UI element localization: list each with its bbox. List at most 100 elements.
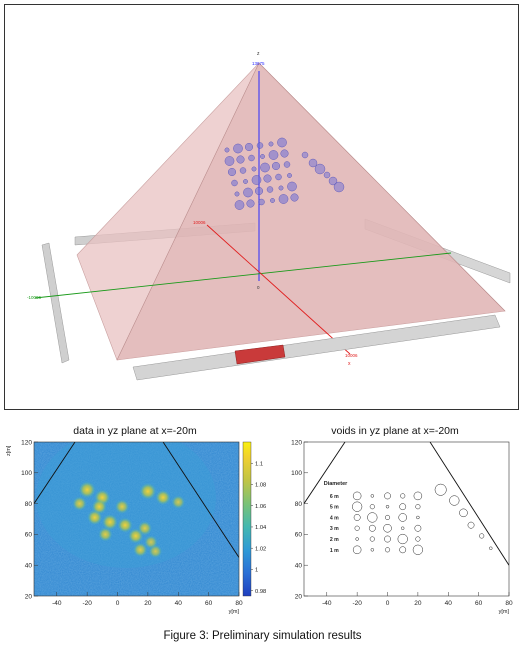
void-circle <box>354 525 360 531</box>
void-circle <box>370 548 375 552</box>
y-tick-label: 60 <box>25 532 33 539</box>
void-circle <box>383 523 392 533</box>
void-circle <box>398 513 407 522</box>
void-sphere-3d <box>243 187 253 198</box>
void-sphere-3d <box>243 179 248 184</box>
void-sphere-3d <box>328 176 338 186</box>
colorbar <box>242 441 252 597</box>
void-sphere-3d <box>256 142 264 149</box>
y-tick-label: 20 <box>295 593 303 600</box>
y-tick-label: 100 <box>21 470 32 477</box>
void-sphere-3d <box>236 155 245 164</box>
x-tick-label: -20 <box>352 600 362 607</box>
void-circle <box>434 483 447 496</box>
y-tick-label: 80 <box>25 501 33 508</box>
void-circle <box>459 508 468 518</box>
void-circle <box>384 535 391 543</box>
origin-label: 0 <box>257 285 260 290</box>
void-circle <box>399 503 407 511</box>
heatmap-hotspot <box>171 495 185 509</box>
x-tick-label: 60 <box>475 600 483 607</box>
legend-title: Diameter <box>324 481 348 487</box>
heatmap-hotspot <box>87 509 103 525</box>
void-circle <box>416 515 420 520</box>
void-circle <box>352 501 363 512</box>
heatmap-hotspot <box>102 514 118 530</box>
legend-label: 2 m <box>330 537 339 543</box>
detector-bar-front <box>132 314 501 381</box>
void-circle <box>415 504 421 510</box>
void-circle <box>415 536 421 542</box>
x-tick-label: -20 <box>82 600 92 607</box>
pyramid-edge-line <box>304 442 346 504</box>
void-circle <box>467 521 475 529</box>
y-tick-label: 40 <box>295 563 303 570</box>
heatmap-hotspot <box>139 482 157 500</box>
heatmap-frame <box>33 441 240 597</box>
void-circle <box>384 492 391 500</box>
x-tick-label: 20 <box>144 600 152 607</box>
void-circle <box>352 491 362 501</box>
void-sphere-3d <box>272 161 281 170</box>
void-sphere-3d <box>278 194 289 204</box>
legend-label: 5 m <box>330 505 339 511</box>
heatmap-hotspot <box>155 489 171 505</box>
left-axis-tick: -10006 <box>27 295 42 300</box>
void-sphere-3d <box>227 167 236 176</box>
legend-label: 6 m <box>330 494 339 500</box>
void-circle <box>384 514 391 521</box>
heatmap-hotspot <box>148 544 163 559</box>
void-sphere-3d <box>258 198 265 206</box>
void-circle <box>413 491 423 501</box>
void-sphere-3d <box>239 167 247 174</box>
z-axis-tick: 13675 <box>252 61 265 66</box>
void-sphere-3d <box>254 186 263 195</box>
legend-label: 3 m <box>330 526 339 532</box>
void-circle <box>479 533 485 539</box>
heatmap-hotspot <box>98 527 113 542</box>
void-sphere-3d <box>260 162 270 173</box>
void-sphere-3d <box>248 154 255 162</box>
void-circle <box>369 536 375 542</box>
y-tick-label: 20 <box>25 593 33 600</box>
void-sphere-3d <box>260 154 265 159</box>
void-sphere-3d <box>270 198 275 203</box>
colorbar-tick-label: 1.1 <box>255 461 263 467</box>
void-sphere-3d <box>287 181 297 192</box>
void-circle <box>384 547 391 553</box>
y-tick-label: 80 <box>295 501 303 508</box>
x-tick-label: 80 <box>505 600 513 607</box>
void-circle <box>489 546 493 550</box>
void-sphere-3d <box>224 147 230 153</box>
colorbar-tick-label: 1.02 <box>255 546 266 552</box>
heatmap-chart: -40 -20 0 20 40 60 80 20 40 60 80 100 120 y[m] z[m] 0.… <box>6 439 267 614</box>
x-tick-label: 0 <box>386 600 390 607</box>
pyramid-edge-line <box>429 442 509 566</box>
void-cloud <box>224 137 345 210</box>
y-tick-label: 60 <box>295 532 303 539</box>
heatmap-hotspot <box>133 542 148 557</box>
void-circle <box>397 533 408 545</box>
y-axis-tick: 10006 <box>193 220 206 225</box>
void-circle <box>412 544 423 555</box>
void-sphere-3d <box>234 191 240 197</box>
void-sphere-3d <box>278 185 284 191</box>
void-sphere-3d <box>268 141 274 147</box>
y-tick-label: 120 <box>291 439 302 446</box>
colorbar-tick-label: 1.08 <box>255 483 266 489</box>
void-circle <box>353 514 361 521</box>
void-sphere-3d <box>263 174 272 183</box>
void-sphere-3d <box>314 163 326 175</box>
void-sphere-3d <box>251 166 257 172</box>
heatmap-title: data in yz plane at x=-20m <box>73 425 197 437</box>
void-circle <box>370 494 375 498</box>
colorbar-tick-label: 0.98 <box>255 589 266 595</box>
x-axis <box>206 224 351 355</box>
x-tick-label: 40 <box>445 600 453 607</box>
x-tick-label: 20 <box>414 600 422 607</box>
void-sphere-3d <box>323 171 331 179</box>
void-sphere-3d <box>266 186 274 193</box>
pyramid-edge-line <box>34 442 76 504</box>
void-sphere-3d <box>224 156 235 166</box>
